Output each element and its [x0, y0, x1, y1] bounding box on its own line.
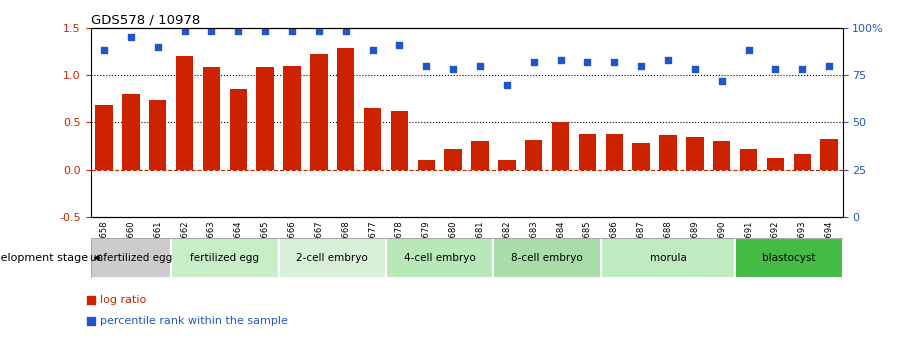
Bar	[471, 141, 488, 170]
Text: percentile rank within the sample: percentile rank within the sample	[100, 316, 287, 326]
Bar	[95, 105, 112, 170]
Bar	[203, 68, 220, 170]
Bar	[256, 68, 274, 170]
Bar	[386, 238, 494, 278]
Point	[715, 78, 729, 83]
Bar	[686, 137, 704, 170]
Point	[822, 63, 836, 68]
Bar	[91, 238, 171, 278]
Text: 8-cell embryo: 8-cell embryo	[511, 253, 583, 263]
Point	[284, 29, 299, 34]
Bar	[794, 154, 811, 170]
Point	[554, 57, 568, 62]
Text: unfertilized egg: unfertilized egg	[90, 253, 172, 263]
Text: development stage: development stage	[0, 253, 88, 263]
Point	[83, 297, 98, 303]
Bar	[766, 158, 785, 170]
Point	[150, 44, 165, 49]
Point	[660, 57, 675, 62]
Point	[392, 42, 407, 47]
Bar	[660, 135, 677, 170]
Bar	[149, 100, 167, 170]
Bar	[821, 139, 838, 170]
Point	[688, 67, 702, 72]
Bar	[310, 54, 328, 170]
Point	[741, 48, 756, 53]
Bar	[632, 143, 650, 170]
Point	[339, 29, 353, 34]
Point	[204, 29, 218, 34]
Point	[123, 34, 138, 40]
Point	[768, 67, 783, 72]
Bar	[552, 122, 569, 170]
Bar	[525, 139, 543, 170]
Bar	[390, 111, 409, 170]
Point	[499, 82, 514, 87]
Bar	[284, 66, 301, 170]
Text: morula: morula	[650, 253, 687, 263]
Bar	[579, 134, 596, 170]
Text: 2-cell embryo: 2-cell embryo	[296, 253, 368, 263]
Point	[795, 67, 810, 72]
Bar	[418, 160, 435, 170]
Bar	[740, 149, 757, 170]
Point	[526, 59, 541, 65]
Text: blastocyst: blastocyst	[762, 253, 815, 263]
Point	[178, 29, 192, 34]
Bar	[122, 94, 140, 170]
Point	[83, 318, 98, 324]
Text: fertilized egg: fertilized egg	[190, 253, 259, 263]
Point	[580, 59, 594, 65]
Point	[312, 29, 326, 34]
Point	[419, 63, 434, 68]
Bar	[176, 56, 193, 170]
Bar	[229, 89, 247, 170]
Text: log ratio: log ratio	[100, 295, 146, 305]
Bar	[605, 134, 623, 170]
Bar	[498, 160, 516, 170]
Bar	[171, 238, 278, 278]
Bar	[601, 238, 735, 278]
Point	[231, 29, 246, 34]
Point	[97, 48, 111, 53]
Bar	[713, 141, 730, 170]
Bar	[337, 48, 354, 170]
Point	[258, 29, 273, 34]
Bar	[364, 108, 381, 170]
Text: GDS578 / 10978: GDS578 / 10978	[91, 13, 200, 27]
Bar	[279, 238, 386, 278]
Point	[365, 48, 380, 53]
Point	[446, 67, 460, 72]
Bar	[494, 238, 601, 278]
Text: 4-cell embryo: 4-cell embryo	[404, 253, 476, 263]
Bar	[735, 238, 843, 278]
Point	[634, 63, 649, 68]
Point	[607, 59, 622, 65]
Bar	[445, 149, 462, 170]
Point	[473, 63, 487, 68]
